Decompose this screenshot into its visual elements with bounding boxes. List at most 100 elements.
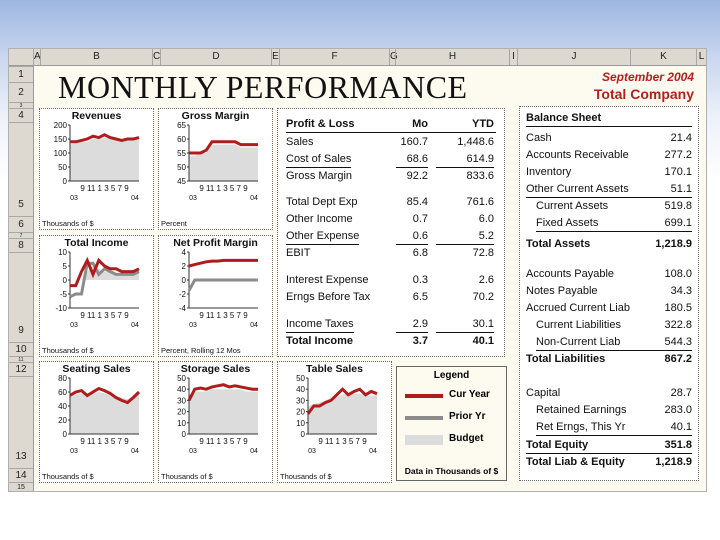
- chart-title: Total Income: [64, 237, 129, 249]
- balance-row[interactable]: Accounts Receivable 277.2: [526, 148, 694, 163]
- balance-sheet-table: Balance Sheet Cash 21.4 Accounts Receivable…: [526, 111, 694, 476]
- x-sub-label: 03: [189, 448, 197, 455]
- row-header-2[interactable]: 2: [9, 82, 33, 102]
- row-header-8[interactable]: 8: [9, 238, 33, 252]
- col-header-j[interactable]: J: [517, 49, 630, 65]
- pnl-row-ytd: 30.1: [436, 317, 494, 333]
- balance-row[interactable]: Current Assets 519.8: [526, 199, 694, 214]
- row-header-14[interactable]: 14: [9, 468, 33, 482]
- row-header-4[interactable]: 4: [9, 108, 33, 122]
- pnl-row-mo: 92.2: [406, 170, 428, 182]
- balance-row-label: Other Current Assets: [526, 182, 634, 198]
- balance-row[interactable]: Total Liab & Equity 1,218.9: [526, 455, 694, 470]
- pnl-row-mo: 3.7: [412, 335, 428, 347]
- balance-row[interactable]: Current Liabilities 322.8: [526, 318, 694, 333]
- chart-gross-margin[interactable]: 65 60 55 50 45 9 11 1 3 5 7 9 03 04 Gross Margin…: [158, 108, 273, 230]
- x-sub-label: 04: [131, 195, 139, 202]
- pnl-row[interactable]: EBIT 6.8 72.8: [286, 246, 498, 261]
- row-header-1[interactable]: 1: [9, 66, 33, 82]
- balance-row[interactable]: Non-Current Liab 544.3: [526, 335, 694, 351]
- col-header-c[interactable]: C: [152, 49, 160, 65]
- chart-footer: Thousands of $: [161, 472, 213, 481]
- chart-storage-sales[interactable]: 50 40 30 20 10 0 9 11 1 3 5 7 9 03 04 Storage Sal…: [158, 361, 273, 483]
- balance-row-label: Current Assets: [536, 200, 609, 212]
- x-sub-label: 04: [250, 322, 258, 329]
- col-header-l[interactable]: L: [696, 49, 706, 65]
- balance-row-label: Accrued Current Liab: [526, 302, 630, 314]
- balance-row[interactable]: Accounts Payable 108.0: [526, 267, 694, 282]
- col-header-e[interactable]: E: [271, 49, 279, 65]
- balance-row[interactable]: Total Equity 351.8: [526, 438, 694, 454]
- col-header-k[interactable]: K: [630, 49, 696, 65]
- row-header-15[interactable]: 15: [9, 482, 33, 491]
- row-header-10[interactable]: 10: [9, 342, 33, 356]
- col-header-b[interactable]: B: [40, 49, 152, 65]
- pnl-row[interactable]: Interest Expense 0.3 2.6: [286, 273, 498, 288]
- pnl-row-mo: 0.3: [412, 274, 428, 286]
- y-tick-label: 0: [63, 276, 68, 285]
- budget-area: [189, 144, 258, 181]
- pnl-row[interactable]: Gross Margin 92.2 833.6: [286, 169, 498, 184]
- pnl-row[interactable]: Total Dept Exp 85.4 761.6: [286, 195, 498, 210]
- row-headers: 1 2 3 4 5 6 7 8 9 10 11 12 13 14 15: [9, 66, 34, 491]
- row-header-6[interactable]: 6: [9, 216, 33, 232]
- chart-title: Seating Sales: [62, 363, 131, 375]
- pnl-row[interactable]: Total Income 3.7 40.1: [286, 334, 498, 349]
- row-header-9[interactable]: 9: [9, 252, 33, 342]
- row-header-13[interactable]: 13: [9, 376, 33, 468]
- balance-row[interactable]: Cash 21.4: [526, 131, 694, 146]
- y-tick-label: 10: [296, 419, 305, 428]
- col-header-d[interactable]: D: [160, 49, 271, 65]
- pnl-row[interactable]: Other Expense 0.6 5.2: [286, 229, 498, 245]
- balance-row-value: 34.3: [670, 285, 692, 297]
- balance-row-label: Cash: [526, 132, 552, 144]
- chart-revenues[interactable]: 200 150 100 50 0 9 11 1 3 5 7 9 03 04 Revenues Th…: [39, 108, 154, 230]
- x-sub-label: 03: [70, 195, 78, 202]
- pnl-row-mo: 0.7: [412, 213, 428, 225]
- x-sub-label: 04: [369, 448, 377, 455]
- balance-row[interactable]: Ret Erngs, This Yr 40.1: [526, 420, 694, 436]
- balance-row[interactable]: Total Assets 1,218.9: [526, 237, 694, 252]
- row-header-12[interactable]: 12: [9, 362, 33, 376]
- col-header-f[interactable]: F: [279, 49, 389, 65]
- chart-footer: Percent, Rolling 12 Mos: [161, 346, 241, 355]
- pnl-row[interactable]: Sales 160.7 1,448.6: [286, 135, 498, 150]
- pnl-row-mo: 160.7: [400, 136, 428, 148]
- pnl-row[interactable]: Income Taxes 2.9 30.1: [286, 317, 498, 333]
- balance-row[interactable]: Total Liabilities 867.2: [526, 352, 694, 367]
- chart-table-sales[interactable]: 50 40 30 20 10 0 9 11 1 3 5 7 9 03 04 Table Sales…: [277, 361, 392, 483]
- balance-row-value: 108.0: [664, 268, 692, 280]
- chart-total-income[interactable]: 10 5 0 -5 -10 9 11 1 3 5 7 9 03 04 Total Income T…: [39, 235, 154, 357]
- pnl-row[interactable]: Erngs Before Tax 6.5 70.2: [286, 290, 498, 305]
- balance-row[interactable]: Accrued Current Liab 180.5: [526, 301, 694, 316]
- chart-plot: 4 2 0 -2 -4 9 11 1 3 5 7 903 04: [179, 248, 258, 329]
- chart-net-profit-margin[interactable]: 4 2 0 -2 -4 9 11 1 3 5 7 9 03 04 Net Profit Marg…: [158, 235, 273, 357]
- pnl-row-ytd: 6.0: [478, 213, 494, 225]
- row-header-11[interactable]: 11: [9, 356, 33, 362]
- sheet-content[interactable]: MONTHLY PERFORMANCE September 2004 Total…: [34, 66, 706, 491]
- chart-footer: Thousands of $: [280, 472, 332, 481]
- y-tick-label: 30: [296, 396, 305, 405]
- row-header-5[interactable]: 5: [9, 122, 33, 216]
- company-name: Total Company: [593, 86, 694, 102]
- y-tick-label: 55: [177, 149, 186, 158]
- budget-area: [70, 266, 139, 280]
- balance-row[interactable]: Inventory 170.1: [526, 165, 694, 180]
- col-header-i[interactable]: I: [509, 49, 517, 65]
- row-header-3[interactable]: 3: [9, 102, 33, 108]
- col-header-h[interactable]: H: [395, 49, 509, 65]
- row-header-7[interactable]: 7: [9, 232, 33, 238]
- col-header-g[interactable]: G: [389, 49, 398, 65]
- y-tick-label: 45: [177, 177, 186, 186]
- balance-row[interactable]: Capital 28.7: [526, 386, 694, 401]
- balance-row[interactable]: Other Current Assets 51.1: [526, 182, 694, 198]
- balance-row[interactable]: Fixed Assets 699.1: [526, 216, 694, 232]
- chart-seating-sales[interactable]: 80 60 40 20 0 9 11 1 3 5 7 9 03 04 Seating Sales…: [39, 361, 154, 483]
- chart-plot: 200 150 100 50 0 9 11 1 3 5 7 903 04: [54, 121, 140, 202]
- pnl-row[interactable]: Cost of Sales 68.6 614.9: [286, 152, 498, 168]
- pnl-row-label: Total Income: [286, 335, 354, 347]
- balance-row[interactable]: Retained Earnings 283.0: [526, 403, 694, 418]
- pnl-row[interactable]: Other Income 0.7 6.0: [286, 212, 498, 227]
- col-header-a[interactable]: A: [33, 49, 41, 65]
- balance-row[interactable]: Notes Payable 34.3: [526, 284, 694, 299]
